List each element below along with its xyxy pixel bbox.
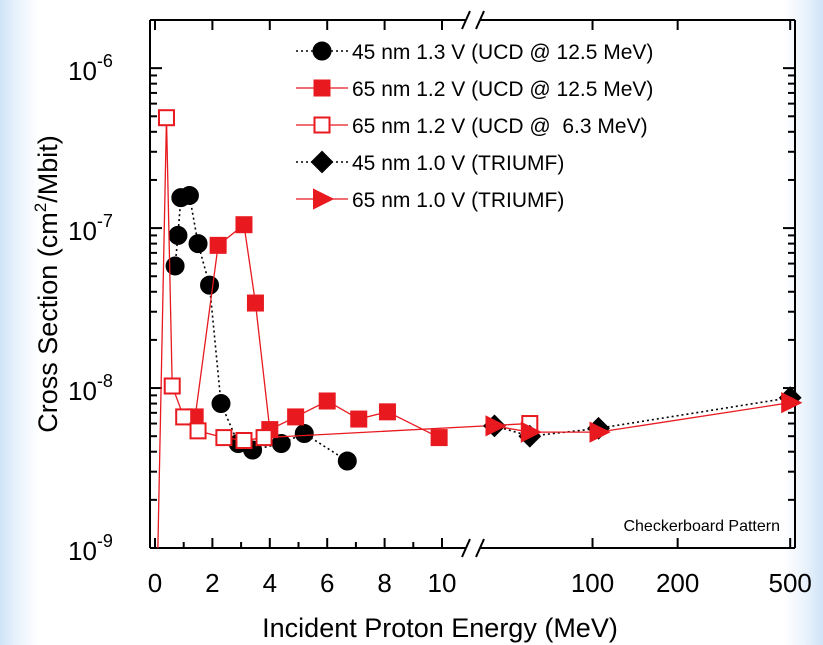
y-axis-ticks: 10-9 10-8 10-7 10-6 bbox=[68, 51, 795, 566]
axis-break-top-b bbox=[475, 10, 485, 30]
axis-break-bottom-a bbox=[461, 538, 471, 558]
legend-marker-2 bbox=[313, 116, 331, 134]
series-0-point-0 bbox=[165, 256, 185, 276]
series-2-line bbox=[157, 117, 530, 549]
x-tick-label-2: 4 bbox=[263, 568, 277, 598]
x-log-tick-label-1: 200 bbox=[656, 568, 699, 598]
series-1-point-1 bbox=[209, 236, 227, 254]
series-1-point-8 bbox=[378, 403, 396, 421]
y-tick-label-2: 10-7 bbox=[68, 211, 113, 246]
x-axis-ticks: 0 2 4 6 8 10 100 200 500 bbox=[148, 20, 812, 598]
y-tick-label-3: 10-6 bbox=[68, 51, 113, 86]
series-1-point-7 bbox=[350, 410, 368, 428]
x-log-tick-label-0: 100 bbox=[571, 568, 614, 598]
series-2-point-5 bbox=[215, 429, 233, 447]
legend-marker-1 bbox=[313, 79, 331, 97]
series-4-point-3 bbox=[781, 392, 803, 414]
series-0-point-9 bbox=[271, 434, 291, 454]
x-axis-title: Incident Proton Energy (MeV) bbox=[262, 613, 618, 643]
series-1-point-5 bbox=[287, 408, 305, 426]
y-axis-title-sup: 2 bbox=[31, 203, 50, 212]
legend-marker-4 bbox=[313, 188, 335, 210]
series-1-point-3 bbox=[246, 294, 264, 312]
series-2-point-6 bbox=[235, 431, 253, 449]
series-0-point-4 bbox=[188, 234, 208, 254]
annotation-text: Checkerboard Pattern bbox=[623, 518, 780, 535]
y-tick-label-1: 10-8 bbox=[68, 371, 113, 406]
axis-break-bottom-b bbox=[475, 538, 485, 558]
legend-marker-0 bbox=[312, 41, 332, 61]
series-0-point-11 bbox=[337, 451, 357, 471]
y-axis-title-tail: /Mbit) bbox=[33, 135, 63, 203]
series-4-point-0 bbox=[485, 415, 507, 437]
x-tick-label-3: 6 bbox=[320, 568, 334, 598]
series-4 bbox=[485, 392, 803, 443]
legend-label-4: 65 nm 1.0 V (TRIUMF) bbox=[352, 189, 564, 212]
x-tick-label-4: 8 bbox=[377, 568, 391, 598]
series-2-point-4 bbox=[189, 422, 207, 440]
series-0-point-6 bbox=[211, 394, 231, 414]
x-log-tick-label-2: 500 bbox=[768, 568, 811, 598]
series-0-point-5 bbox=[200, 275, 220, 295]
series-0-point-1 bbox=[168, 225, 188, 245]
series-3-line bbox=[494, 396, 791, 438]
series-1-point-6 bbox=[318, 392, 336, 410]
series-2-point-1 bbox=[157, 109, 175, 127]
series-0 bbox=[165, 185, 357, 471]
series-layer bbox=[157, 109, 803, 549]
series-0-point-10 bbox=[294, 423, 314, 443]
x-tick-label-1: 2 bbox=[205, 568, 219, 598]
series-2-point-2 bbox=[163, 377, 181, 395]
y-tick-label-0: 10-9 bbox=[68, 531, 113, 566]
series-1-line bbox=[194, 223, 440, 439]
series-0-point-3 bbox=[179, 185, 199, 205]
y-axis-title: Cross Section (cm2/Mbit) bbox=[31, 135, 63, 433]
series-4-point-2 bbox=[589, 421, 611, 443]
x-tick-label-0: 0 bbox=[148, 568, 162, 598]
series-4-line bbox=[494, 402, 791, 433]
legend-label-1: 65 nm 1.2 V (UCD @ 12.5 MeV) bbox=[352, 78, 653, 101]
series-1-point-2 bbox=[235, 216, 253, 234]
axis-break-top-a bbox=[461, 10, 471, 30]
x-tick-label-5: 10 bbox=[428, 568, 457, 598]
series-4-point-1 bbox=[520, 421, 543, 443]
legend-label-0: 45 nm 1.3 V (UCD @ 12.5 MeV) bbox=[352, 41, 653, 64]
series-1-point-9 bbox=[430, 429, 448, 447]
y-axis-title-main: Cross Section (cm bbox=[33, 212, 63, 433]
series-2-point-7 bbox=[255, 429, 273, 447]
legend-label-3: 45 nm 1.0 V (TRIUMF) bbox=[352, 152, 564, 175]
legend-label-2: 65 nm 1.2 V (UCD @ 6.3 MeV) bbox=[352, 115, 648, 138]
series-2 bbox=[157, 109, 539, 549]
series-2-point-3 bbox=[175, 408, 193, 426]
plot-frame bbox=[149, 10, 796, 558]
legend: 45 nm 1.3 V (UCD @ 12.5 MeV) 65 nm 1.2 V … bbox=[296, 41, 653, 212]
legend-marker-3 bbox=[310, 150, 334, 174]
